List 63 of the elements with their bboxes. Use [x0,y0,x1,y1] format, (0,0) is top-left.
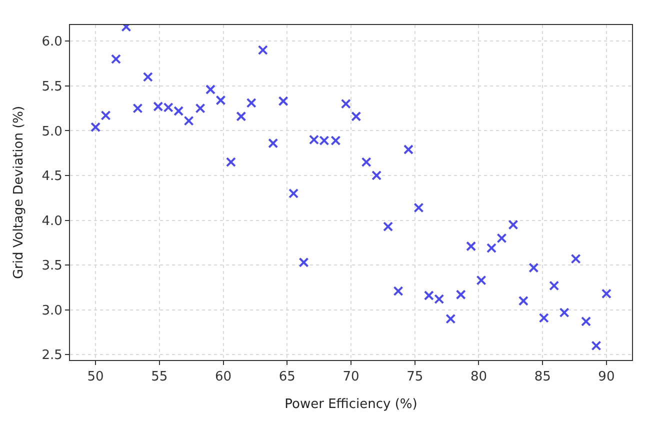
point [414,202,424,213]
point [206,84,216,94]
x-tick-label: 50 [87,370,104,385]
point [195,103,206,114]
point [142,72,153,82]
point [403,144,414,155]
point [298,257,309,268]
x-tick-label: 60 [214,370,232,385]
point [258,45,268,56]
point [538,312,549,323]
y-tick-label: 6.0 [42,34,62,50]
point [434,294,444,304]
point [383,222,394,232]
point [466,241,476,252]
point [110,54,121,64]
point [486,243,496,254]
point [508,220,518,230]
y-tick-label: 5.5 [42,79,62,94]
point [446,314,456,324]
point [236,111,246,122]
point [361,157,372,168]
y-tick-label: 4.0 [42,214,62,229]
y-tick-label: 5.0 [42,124,62,140]
point [581,316,592,326]
point [476,275,486,286]
x-tick-label: 90 [598,370,615,385]
point [393,286,404,296]
y-tick-label: 2.5 [42,348,62,364]
point [528,262,539,273]
point [174,106,184,116]
x-axis-title: Power Efficiency (%) [284,397,418,412]
point [246,98,256,108]
x-tick-label: 55 [151,370,168,385]
point [132,103,143,114]
point [268,138,278,148]
point [351,111,362,122]
y-tick-label: 3.5 [42,258,62,274]
point [559,308,570,318]
x-tick-label: 75 [406,370,424,385]
point [570,254,581,264]
point [424,290,434,301]
point [601,288,612,299]
point [288,188,299,198]
point [549,280,560,291]
point [90,122,101,132]
point [591,340,602,351]
x-tick-label: 80 [470,370,488,385]
point [184,116,194,126]
x-tick-label: 85 [534,370,551,385]
point [456,290,466,300]
point [340,98,351,109]
point [278,96,288,106]
y-axis-title: Grid Voltage Deviation (%) [12,106,27,280]
x-tick-label: 65 [278,370,296,385]
point [100,110,111,120]
x-tick-label: 70 [342,370,360,385]
y-tick-label: 3.0 [42,303,62,318]
point [216,95,226,106]
point [372,170,382,180]
point [496,233,507,244]
point [226,157,236,168]
point [518,296,528,306]
y-tick-label: 4.5 [42,169,62,184]
